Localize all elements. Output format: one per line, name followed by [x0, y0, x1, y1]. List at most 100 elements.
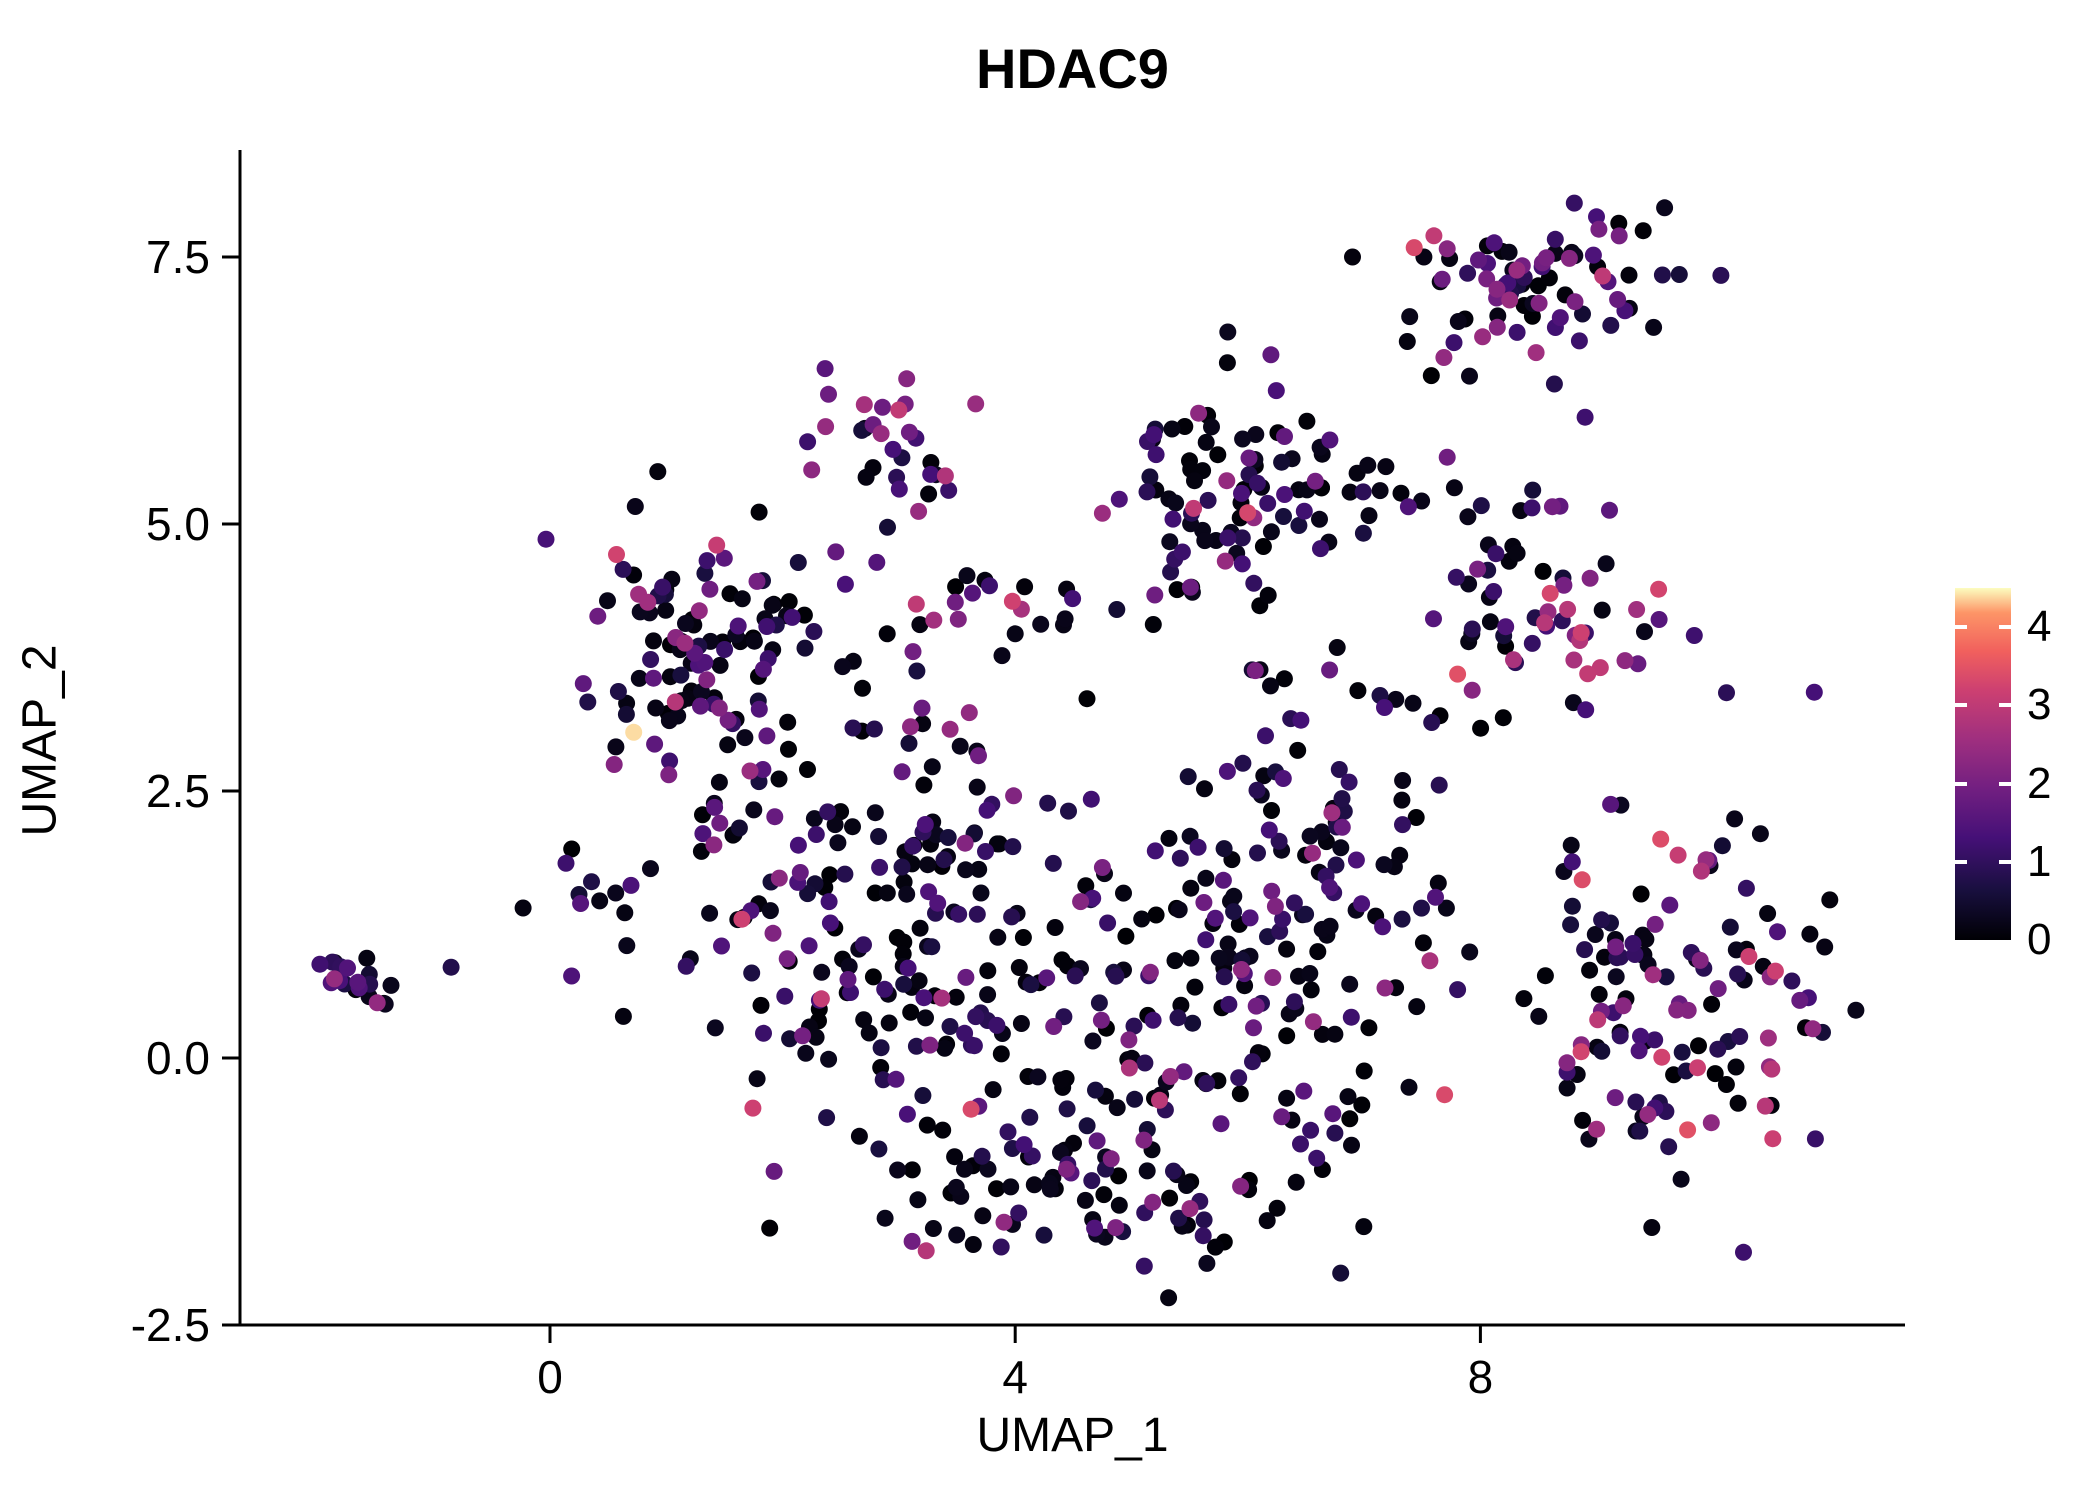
umap-point	[857, 468, 875, 486]
umap-point	[1596, 948, 1613, 966]
umap-point	[1601, 501, 1618, 519]
x-axis-label: UMAP_1	[976, 1409, 1169, 1462]
umap-point	[890, 401, 908, 419]
umap-point	[1413, 492, 1431, 510]
umap-point	[820, 1050, 838, 1068]
umap-point	[1670, 266, 1688, 283]
umap-point	[1354, 483, 1372, 501]
umap-point	[1120, 1059, 1138, 1077]
umap-point	[1425, 610, 1442, 628]
umap-point	[876, 1209, 894, 1227]
umap-point	[1644, 966, 1662, 984]
umap-point	[646, 735, 664, 753]
umap-point	[1245, 1019, 1262, 1037]
umap-point	[920, 485, 938, 503]
umap-point	[1536, 967, 1554, 985]
umap-point	[1573, 871, 1591, 889]
umap-point	[1394, 816, 1411, 834]
umap-point	[962, 1100, 980, 1118]
umap-point	[1423, 714, 1441, 731]
umap-point	[1735, 1243, 1752, 1261]
umap-point	[900, 734, 918, 752]
umap-point	[1586, 926, 1604, 943]
umap-point	[1046, 919, 1064, 936]
umap-point	[1692, 862, 1710, 880]
umap-point	[1176, 418, 1194, 435]
umap-point	[745, 801, 763, 819]
umap-point	[799, 761, 816, 778]
umap-point	[1632, 885, 1650, 903]
umap-point	[1197, 869, 1215, 887]
umap-point	[855, 936, 872, 954]
umap-point	[1593, 911, 1611, 929]
umap-point	[1133, 910, 1151, 928]
umap-point	[779, 713, 797, 731]
umap-point	[1560, 249, 1578, 267]
umap-point	[1145, 426, 1163, 444]
umap-point	[710, 699, 728, 717]
umap-point	[741, 762, 759, 780]
umap-point	[609, 683, 627, 700]
umap-point	[1764, 1130, 1782, 1148]
umap-point	[1515, 990, 1533, 1008]
umap-point	[625, 723, 643, 741]
umap-point	[956, 1024, 974, 1042]
umap-point	[1198, 1074, 1216, 1092]
umap-point	[870, 828, 888, 845]
umap-point	[1474, 328, 1492, 346]
umap-point	[776, 987, 794, 1005]
umap-point	[1422, 367, 1440, 385]
umap-point	[1449, 665, 1467, 683]
umap-point	[866, 884, 884, 902]
umap-point	[1195, 894, 1213, 911]
umap-point	[770, 869, 788, 887]
y-tick-label: 5.0	[146, 498, 210, 550]
umap-point	[1643, 1219, 1661, 1236]
umap-point	[1309, 943, 1327, 961]
umap-point	[1181, 578, 1199, 596]
umap-point	[1543, 498, 1561, 516]
umap-point	[1405, 239, 1423, 257]
umap-point	[1110, 1167, 1128, 1185]
umap-point	[1359, 456, 1377, 474]
umap-point	[614, 560, 632, 578]
colorbar-tick-mark	[1955, 781, 1967, 786]
umap-point	[696, 564, 714, 582]
umap-point	[958, 567, 976, 585]
umap-point	[1173, 543, 1191, 561]
umap-point	[967, 395, 985, 413]
umap-point	[1801, 925, 1819, 943]
umap-point	[1258, 1212, 1276, 1230]
umap-point	[1014, 929, 1032, 946]
y-tick-label: -2.5	[131, 1299, 210, 1351]
umap-point	[1066, 967, 1084, 985]
umap-point	[1218, 472, 1236, 490]
umap-point	[1610, 227, 1628, 245]
umap-point	[1606, 1089, 1624, 1107]
umap-point	[895, 975, 913, 993]
umap-point	[514, 899, 532, 917]
umap-point	[1689, 1059, 1706, 1077]
umap-point	[1523, 499, 1541, 517]
umap-point	[1374, 918, 1392, 936]
umap-point	[630, 669, 648, 687]
umap-point	[908, 662, 926, 680]
umap-point	[1290, 517, 1308, 534]
umap-point	[1086, 1219, 1104, 1237]
umap-point	[1332, 1264, 1350, 1282]
umap-point	[617, 705, 635, 723]
umap-point	[988, 1016, 1006, 1034]
umap-point	[1095, 1186, 1113, 1204]
umap-point	[1060, 802, 1077, 820]
umap-point	[844, 719, 862, 737]
umap-point	[1025, 1176, 1043, 1194]
umap-point	[1607, 968, 1625, 986]
umap-point	[803, 461, 821, 479]
umap-point	[923, 938, 941, 956]
umap-point	[1437, 899, 1455, 917]
umap-point	[1181, 1200, 1199, 1218]
umap-point	[1259, 494, 1277, 512]
umap-point	[936, 467, 954, 485]
umap-point	[1413, 899, 1430, 917]
umap-point	[1219, 323, 1237, 341]
